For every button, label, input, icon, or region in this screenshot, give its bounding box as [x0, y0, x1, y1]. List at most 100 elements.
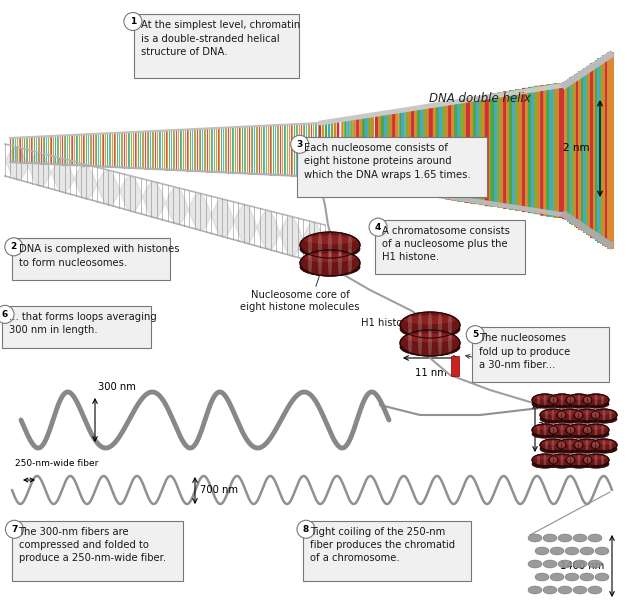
Ellipse shape	[545, 409, 548, 421]
Ellipse shape	[404, 315, 455, 324]
Text: 4: 4	[375, 223, 381, 231]
Ellipse shape	[603, 409, 606, 421]
Ellipse shape	[580, 547, 594, 555]
Ellipse shape	[557, 445, 583, 453]
Ellipse shape	[558, 560, 572, 568]
Ellipse shape	[549, 454, 575, 466]
Ellipse shape	[566, 460, 592, 468]
FancyBboxPatch shape	[472, 327, 609, 382]
Ellipse shape	[544, 394, 547, 406]
Ellipse shape	[418, 312, 422, 338]
Text: 1: 1	[130, 17, 136, 26]
Ellipse shape	[532, 430, 558, 438]
Ellipse shape	[567, 394, 570, 406]
Text: Chromatosome: Chromatosome	[500, 358, 576, 368]
Ellipse shape	[561, 454, 564, 466]
Text: 2: 2	[11, 243, 17, 251]
Ellipse shape	[609, 439, 612, 451]
Ellipse shape	[562, 409, 565, 421]
Ellipse shape	[594, 424, 598, 436]
Ellipse shape	[596, 409, 599, 421]
Ellipse shape	[557, 439, 583, 451]
Ellipse shape	[308, 232, 312, 258]
Ellipse shape	[574, 415, 600, 423]
Ellipse shape	[603, 439, 606, 451]
Text: ... that forms loops averaging
300 nm in length.: ... that forms loops averaging 300 nm in…	[9, 312, 157, 335]
Ellipse shape	[559, 440, 581, 445]
Ellipse shape	[594, 454, 598, 466]
Ellipse shape	[542, 440, 564, 445]
Ellipse shape	[565, 573, 579, 581]
Ellipse shape	[540, 415, 566, 423]
Ellipse shape	[583, 394, 609, 406]
Ellipse shape	[573, 534, 587, 542]
Ellipse shape	[537, 424, 540, 436]
Ellipse shape	[557, 409, 583, 421]
Ellipse shape	[551, 456, 573, 460]
Ellipse shape	[535, 573, 549, 581]
Ellipse shape	[568, 426, 590, 430]
Ellipse shape	[400, 338, 460, 356]
Ellipse shape	[593, 440, 615, 445]
Ellipse shape	[300, 258, 360, 276]
Ellipse shape	[569, 409, 571, 421]
Ellipse shape	[586, 409, 589, 421]
Ellipse shape	[558, 586, 572, 594]
Ellipse shape	[588, 534, 602, 542]
Ellipse shape	[592, 439, 595, 451]
Ellipse shape	[568, 395, 590, 400]
Ellipse shape	[448, 312, 452, 338]
Ellipse shape	[540, 439, 566, 451]
Ellipse shape	[595, 547, 609, 555]
Ellipse shape	[588, 454, 591, 466]
Ellipse shape	[558, 409, 561, 421]
Ellipse shape	[318, 250, 322, 276]
Ellipse shape	[591, 409, 617, 421]
Ellipse shape	[550, 424, 553, 436]
FancyBboxPatch shape	[303, 521, 472, 581]
Ellipse shape	[584, 394, 587, 406]
Ellipse shape	[528, 534, 542, 542]
Text: 8: 8	[303, 525, 309, 534]
Ellipse shape	[583, 460, 609, 468]
Text: 3: 3	[297, 140, 303, 149]
FancyBboxPatch shape	[134, 14, 299, 78]
FancyBboxPatch shape	[297, 137, 487, 198]
Text: Each nucleosome consists of
eight histone proteins around
which the DNA wraps 1.: Each nucleosome consists of eight histon…	[304, 143, 470, 179]
Ellipse shape	[583, 424, 609, 436]
Text: 6: 6	[2, 310, 8, 319]
Ellipse shape	[438, 330, 442, 356]
Ellipse shape	[532, 394, 558, 406]
Ellipse shape	[404, 333, 455, 343]
Ellipse shape	[566, 394, 592, 406]
Ellipse shape	[542, 411, 564, 414]
Ellipse shape	[300, 250, 360, 276]
Ellipse shape	[591, 415, 617, 423]
Ellipse shape	[400, 320, 460, 338]
Ellipse shape	[305, 235, 356, 244]
Circle shape	[0, 305, 14, 324]
Text: 5: 5	[472, 330, 478, 339]
Ellipse shape	[588, 394, 591, 406]
Ellipse shape	[532, 400, 558, 408]
Ellipse shape	[549, 400, 575, 408]
Ellipse shape	[328, 250, 332, 276]
Ellipse shape	[566, 424, 592, 436]
Text: 1400 nm: 1400 nm	[560, 561, 604, 571]
Ellipse shape	[588, 560, 602, 568]
Circle shape	[297, 520, 315, 538]
Ellipse shape	[558, 534, 572, 542]
Ellipse shape	[549, 430, 575, 438]
Ellipse shape	[574, 439, 600, 451]
Ellipse shape	[559, 411, 581, 414]
Ellipse shape	[554, 454, 557, 466]
Ellipse shape	[534, 395, 556, 400]
Ellipse shape	[592, 409, 595, 421]
Ellipse shape	[585, 426, 607, 430]
Ellipse shape	[588, 424, 591, 436]
Ellipse shape	[549, 394, 575, 406]
Ellipse shape	[601, 454, 604, 466]
Ellipse shape	[545, 439, 548, 451]
Ellipse shape	[543, 586, 557, 594]
Text: A chromatosome consists
of a nucleosome plus the
H1 histone.: A chromatosome consists of a nucleosome …	[382, 226, 510, 262]
